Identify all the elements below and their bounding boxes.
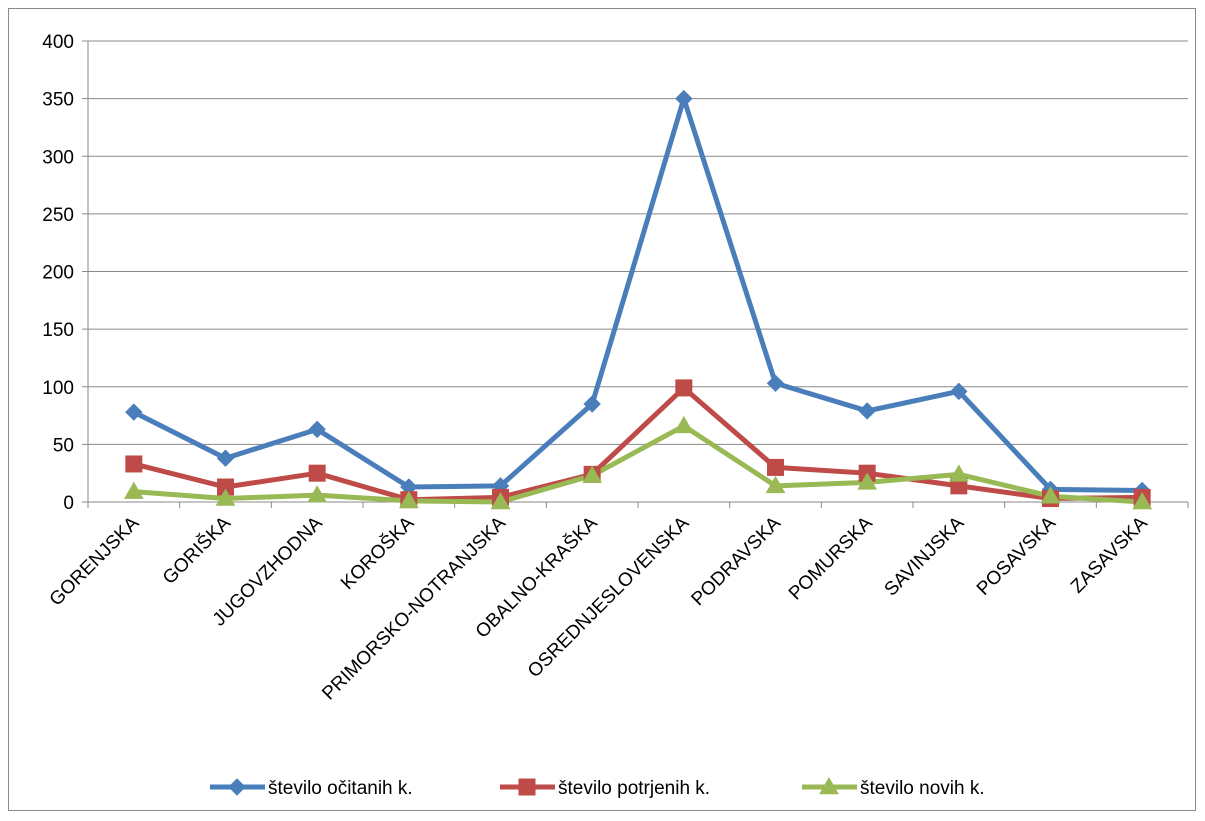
data-point-series-1 <box>675 89 693 108</box>
y-tick-label: 150 <box>42 320 74 341</box>
data-point-series-3 <box>673 415 694 434</box>
legend-swatch-marker <box>819 776 839 795</box>
data-point-series-1 <box>950 382 968 401</box>
x-tick-label: OSREDNJESLOVENSKA <box>524 512 694 682</box>
axes <box>82 40 1189 508</box>
legend-label: število očitanih k. <box>268 778 413 799</box>
series-markers <box>123 89 1153 510</box>
legend-swatch-marker <box>228 778 246 796</box>
legend: število očitanih k. število potrjenih k. š… <box>210 776 985 799</box>
x-tick-label: POSAVSKA <box>973 512 1060 599</box>
x-tick-label: KOROŠKA <box>336 512 418 594</box>
data-point-series-3 <box>948 464 969 482</box>
y-tick-label: 200 <box>42 263 74 284</box>
x-tick-label: GORENJSKA <box>46 512 144 610</box>
data-point-series-1 <box>216 449 235 467</box>
series-line-1 <box>131 96 1145 493</box>
x-tick-label: PODRAVSKA <box>688 512 786 610</box>
chart-frame <box>8 8 1196 811</box>
series-line-2 <box>131 385 1145 503</box>
data-point-series-3 <box>307 485 328 503</box>
legend-swatch-marker <box>518 778 536 796</box>
series-lines <box>131 96 1145 505</box>
data-point-series-3 <box>215 488 236 506</box>
y-tick-label: 300 <box>42 147 74 168</box>
y-tick-label: 50 <box>53 435 74 456</box>
legend-label: število novih k. <box>860 778 985 799</box>
x-tick-label: GORIŠKA <box>158 512 235 589</box>
data-point-series-3 <box>1040 486 1061 504</box>
data-point-series-1 <box>125 403 143 421</box>
y-tick-label: 0 <box>63 493 74 514</box>
data-point-series-2 <box>675 379 693 397</box>
y-tick-label: 400 <box>42 32 74 53</box>
data-point-series-3 <box>123 481 144 499</box>
data-point-series-3 <box>1132 491 1153 510</box>
data-point-series-1 <box>583 395 601 413</box>
y-tick-label: 350 <box>42 90 74 111</box>
tick-labels: 0 50 100 150 200 250 300 350 400 GORENJSKA GORIŠKA… <box>42 32 1152 704</box>
series-line-3 <box>131 423 1145 505</box>
x-tick-label: POMURSKA <box>785 512 877 604</box>
data-point-series-1 <box>766 374 785 392</box>
data-point-series-1 <box>308 420 326 439</box>
data-point-series-3 <box>582 465 603 483</box>
data-point-series-2 <box>125 455 143 473</box>
data-point-series-3 <box>765 475 786 494</box>
x-tick-label: PRIMORSKO-NOTRANJSKA <box>318 512 510 704</box>
data-point-series-1 <box>858 402 876 420</box>
x-tick-label: ZASAVSKA <box>1067 512 1152 597</box>
legend-label: število potrjenih k. <box>558 778 710 799</box>
data-point-series-2 <box>767 458 784 476</box>
data-point-series-3 <box>857 472 878 490</box>
y-tick-label: 100 <box>42 378 74 399</box>
data-point-series-2 <box>308 464 326 482</box>
x-tick-label: SAVINJSKA <box>881 512 969 600</box>
data-point-series-3 <box>490 491 511 510</box>
data-point-series-3 <box>398 490 419 509</box>
y-tick-label: 250 <box>42 205 74 226</box>
